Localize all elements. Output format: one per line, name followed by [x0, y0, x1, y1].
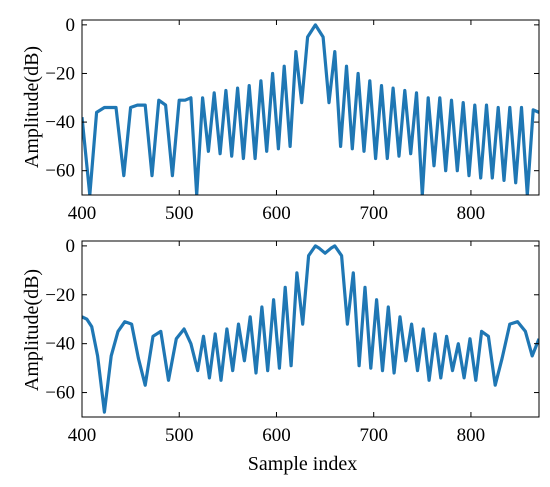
y-axis-label: Amplitude(dB) [21, 46, 43, 168]
x-tick-label: 600 [262, 425, 291, 446]
x-tick-label: 600 [262, 203, 291, 224]
series-line [82, 23, 539, 195]
x-axis-label: Sample index [248, 453, 357, 475]
x-tick-label: 400 [68, 203, 97, 224]
x-tick-label: 700 [359, 425, 388, 446]
x-tick-label: 700 [359, 203, 388, 224]
x-tick-label: 500 [165, 425, 194, 446]
y-tick-label: 0 [66, 15, 76, 36]
x-tick-label: 400 [68, 425, 97, 446]
x-tick-label: 800 [457, 425, 486, 446]
y-tick-label: −60 [45, 383, 75, 404]
x-tick-label: 500 [165, 203, 194, 224]
y-tick-label: −60 [45, 161, 75, 182]
x-tick-label: 800 [457, 203, 486, 224]
y-tick-label: 0 [66, 236, 76, 257]
y-axis-label: Amplitude(dB) [21, 269, 43, 391]
plot-frame [81, 19, 540, 196]
y-tick-label: −40 [45, 112, 75, 133]
plot-frame [81, 240, 540, 418]
series-line [82, 244, 539, 414]
y-tick-label: −20 [45, 63, 75, 84]
y-tick-label: −20 [45, 285, 75, 306]
y-tick-label: −40 [45, 334, 75, 355]
